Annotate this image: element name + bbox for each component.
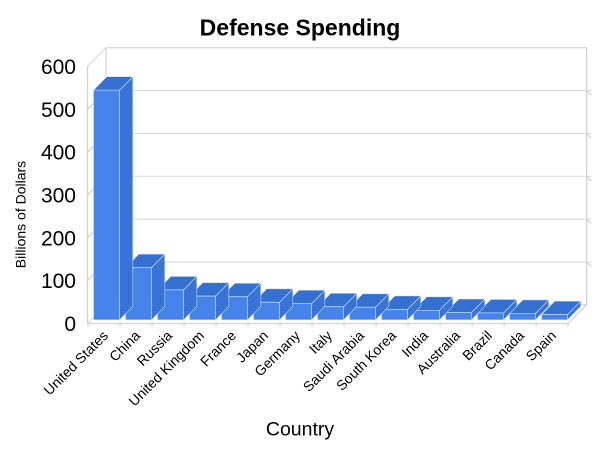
y-tick (87, 231, 95, 239)
bar-front-face (93, 89, 120, 321)
y-axis-title: Billions of Dollars (13, 161, 29, 268)
y-tick-label: 0 (64, 313, 76, 336)
bar-saudi-arabia (349, 293, 390, 321)
y-tick (87, 102, 95, 110)
bar-front-face (541, 314, 568, 321)
x-tick-label: United States (40, 327, 111, 398)
bar-italy (317, 292, 358, 321)
bar-united-states (93, 76, 134, 321)
chart-title: Defense Spending (200, 15, 401, 41)
floor-right-edge (567, 304, 588, 324)
bar-front-face (381, 309, 408, 321)
bar-germany (285, 289, 326, 321)
y-tick-label: 100 (41, 270, 76, 293)
right-tick (586, 261, 592, 267)
bar-front-face (413, 309, 440, 321)
right-tick (586, 90, 592, 96)
bar-japan (253, 288, 294, 321)
right-tick (586, 218, 592, 225)
bar-front-face (477, 312, 504, 321)
bar-spain (541, 300, 582, 321)
axis-ticks (87, 102, 569, 327)
y-tick (87, 274, 95, 282)
bar-south-korea (381, 295, 422, 321)
right-tick (586, 133, 592, 139)
left-wall-grid-line (87, 47, 107, 67)
bar-front-face (445, 312, 472, 321)
y-tick-label: 200 (41, 227, 76, 250)
y-tick-label: 400 (41, 142, 76, 165)
bar-side-face (119, 76, 134, 321)
bar-india (413, 296, 454, 321)
y-tick (87, 145, 95, 153)
bar-front-face (509, 313, 536, 321)
x-axis-title: Country (266, 419, 335, 441)
right-tick (586, 175, 592, 182)
y-tick-label: 300 (41, 185, 76, 208)
y-tick (87, 188, 95, 196)
y-tick-label: 500 (41, 99, 76, 122)
bars (93, 76, 582, 321)
y-tick-label: 600 (41, 56, 76, 79)
x-tick-label: France (197, 327, 239, 369)
x-tick-label: Spain (522, 327, 559, 364)
bar-australia (445, 298, 486, 321)
bar-brazil (477, 299, 518, 321)
bar-canada (509, 299, 550, 321)
